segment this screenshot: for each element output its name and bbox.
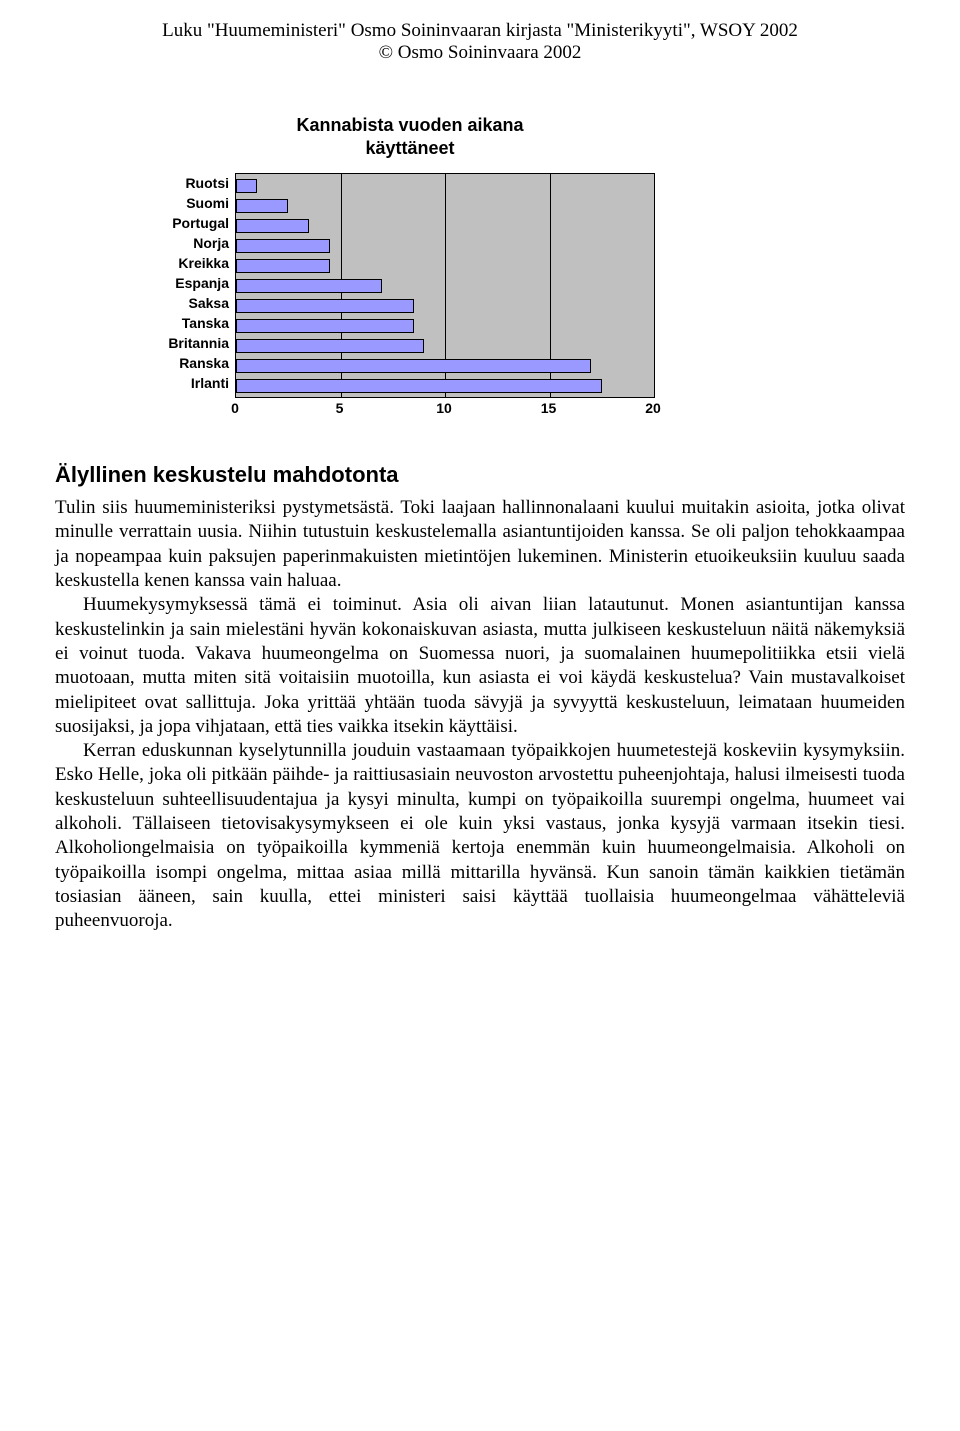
chart-y-label: Norja xyxy=(145,233,229,253)
chart-gridline xyxy=(654,174,655,397)
chart-y-label: Suomi xyxy=(145,193,229,213)
chart-bar xyxy=(236,339,424,353)
chart-title: Kannabista vuoden aikana käyttäneet xyxy=(145,114,675,159)
chart-bar xyxy=(236,219,309,233)
chart-bar xyxy=(236,179,257,193)
chart-plot-area xyxy=(235,173,655,398)
chart-bar xyxy=(236,259,330,273)
chart-title-line2: käyttäneet xyxy=(365,138,454,158)
chart-bar xyxy=(236,319,414,333)
chart-y-label: Espanja xyxy=(145,273,229,293)
chart-x-ticks: 05101520 xyxy=(235,398,655,420)
chart-y-label: Saksa xyxy=(145,293,229,313)
section-heading: Älyllinen keskustelu mahdotonta xyxy=(55,462,905,488)
paragraph-3: Kerran eduskunnan kyselytunnilla jouduin… xyxy=(55,739,905,934)
chart-y-label: Irlanti xyxy=(145,373,229,393)
chart-bar xyxy=(236,359,591,373)
chart-x-tick: 15 xyxy=(541,400,557,416)
chart-y-label: Ranska xyxy=(145,353,229,373)
chart-x-tick: 5 xyxy=(336,400,344,416)
chart-bar xyxy=(236,279,382,293)
chart-container: Kannabista vuoden aikana käyttäneet Ruot… xyxy=(145,114,675,420)
chart-bar xyxy=(236,199,288,213)
paragraph-2: Huumekysymyksessä tämä ei toiminut. Asia… xyxy=(55,593,905,739)
chart-y-label: Portugal xyxy=(145,213,229,233)
header-line-2: © Osmo Soininvaara 2002 xyxy=(55,42,905,64)
chart-title-line1: Kannabista vuoden aikana xyxy=(296,115,523,135)
chart-y-labels: RuotsiSuomiPortugalNorjaKreikkaEspanjaSa… xyxy=(145,173,235,398)
chart-y-label: Tanska xyxy=(145,313,229,333)
chart-x-tick: 10 xyxy=(436,400,452,416)
chart-y-label: Kreikka xyxy=(145,253,229,273)
paragraph-1: Tulin siis huumeministeriksi pystymetsäs… xyxy=(55,496,905,593)
chart-x-tick: 20 xyxy=(645,400,661,416)
chart-bar xyxy=(236,239,330,253)
chart-y-label: Britannia xyxy=(145,333,229,353)
chart-y-label: Ruotsi xyxy=(145,173,229,193)
header-line-1: Luku "Huumeministeri" Osmo Soininvaaran … xyxy=(55,20,905,42)
chart-bar xyxy=(236,299,414,313)
chart-x-tick: 0 xyxy=(231,400,239,416)
chart-bar xyxy=(236,379,602,393)
